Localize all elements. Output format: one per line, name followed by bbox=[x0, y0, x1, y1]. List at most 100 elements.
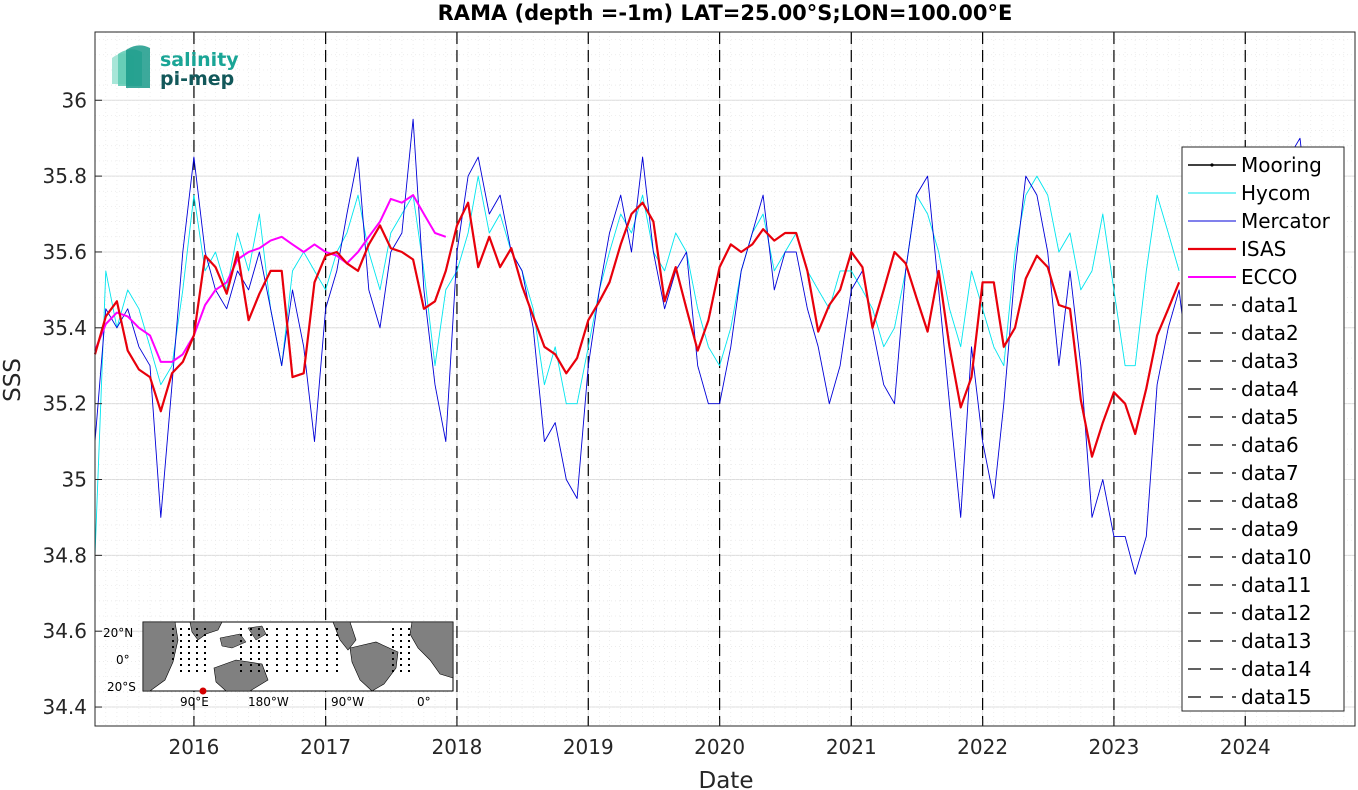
inset-map-dot bbox=[306, 658, 308, 660]
chart-title: RAMA (depth =-1m) LAT=25.00°S;LON=100.00… bbox=[438, 1, 1013, 25]
inset-map-dot bbox=[240, 652, 242, 654]
inset-map-dot bbox=[400, 628, 402, 630]
y-tick-label: 34.6 bbox=[42, 619, 87, 643]
inset-map-dot bbox=[188, 646, 190, 648]
inset-map-dot bbox=[180, 652, 182, 654]
legend-label-isas: ISAS bbox=[1241, 237, 1286, 261]
inset-map-dot bbox=[204, 640, 206, 642]
legend-label-data3: data3 bbox=[1241, 349, 1299, 373]
inset-map-dot bbox=[266, 670, 268, 672]
inset-map-dot bbox=[326, 664, 328, 666]
y-tick-label: 34.4 bbox=[42, 695, 87, 719]
inset-map-dot bbox=[400, 646, 402, 648]
inset-map-dot bbox=[196, 646, 198, 648]
inset-map-dot bbox=[276, 640, 278, 642]
inset-map-dot bbox=[172, 658, 174, 660]
legend-box bbox=[1181, 146, 1345, 712]
inset-map-dot bbox=[250, 652, 252, 654]
legend-label-data8: data8 bbox=[1241, 489, 1299, 513]
inset-map-dot bbox=[296, 634, 298, 636]
y-axis-label: SSS bbox=[0, 358, 26, 402]
legend-label-data1: data1 bbox=[1241, 293, 1299, 317]
inset-map-lon-label-90e: 90°E bbox=[180, 695, 209, 709]
legend-label-mercator: Mercator bbox=[1241, 209, 1331, 233]
inset-map-dot bbox=[180, 628, 182, 630]
inset-map-dot bbox=[276, 658, 278, 660]
inset-map-dot bbox=[326, 634, 328, 636]
inset-map-dot bbox=[400, 658, 402, 660]
inset-map-lon-label-90w: 90°W bbox=[331, 695, 364, 709]
inset-map-dot bbox=[392, 628, 394, 630]
inset-map-dot bbox=[392, 652, 394, 654]
inset-map-dot bbox=[336, 640, 338, 642]
inset-map-dot bbox=[204, 670, 206, 672]
inset-map-dot bbox=[286, 646, 288, 648]
legend-label-data13: data13 bbox=[1241, 629, 1312, 653]
inset-map-dot bbox=[250, 670, 252, 672]
inset-map-dot bbox=[392, 634, 394, 636]
y-tick-label: 35.8 bbox=[42, 164, 87, 188]
inset-map-dot bbox=[316, 628, 318, 630]
x-tick-label: 2022 bbox=[957, 735, 1008, 759]
inset-map-dot bbox=[400, 670, 402, 672]
inset-map-dot bbox=[326, 670, 328, 672]
inset-map-dot bbox=[408, 652, 410, 654]
x-axis-ticks: 2016 2017 2018 2019 2020 2021 2022 2023 2024 bbox=[168, 719, 1271, 759]
inset-map-dot bbox=[326, 646, 328, 648]
inset-map-dot bbox=[250, 640, 252, 642]
inset-map-dot bbox=[172, 634, 174, 636]
inset-map-dot bbox=[336, 670, 338, 672]
legend-label-data14: data14 bbox=[1241, 657, 1312, 681]
inset-map-dot bbox=[204, 658, 206, 660]
legend-label-hycom: Hycom bbox=[1241, 181, 1311, 205]
inset-map-dot bbox=[172, 628, 174, 630]
inset-map-dot bbox=[408, 640, 410, 642]
legend-label-data2: data2 bbox=[1241, 321, 1299, 345]
inset-map-dot bbox=[316, 658, 318, 660]
inset-map-dot bbox=[180, 664, 182, 666]
inset-map-dot bbox=[296, 646, 298, 648]
inset-map-dot bbox=[326, 658, 328, 660]
inset-map-dot bbox=[276, 646, 278, 648]
series-line-isas bbox=[93, 201, 1181, 458]
inset-map-dot bbox=[392, 658, 394, 660]
inset-map-dot bbox=[286, 670, 288, 672]
legend-marker-mooring bbox=[1210, 163, 1214, 167]
inset-map-dot bbox=[240, 658, 242, 660]
y-axis-ticks: 34.4 34.6 34.8 35 35.2 35.4 35.6 35.8 36 bbox=[42, 88, 102, 719]
inset-map-dot bbox=[240, 634, 242, 636]
inset-map-dot bbox=[258, 634, 260, 636]
inset-map-dot bbox=[276, 628, 278, 630]
inset-map-dot bbox=[336, 634, 338, 636]
inset-map-dot bbox=[400, 634, 402, 636]
inset-map-dot bbox=[276, 634, 278, 636]
inset-map-dot bbox=[276, 670, 278, 672]
inset-map-dot bbox=[240, 664, 242, 666]
legend-label-data10: data10 bbox=[1241, 545, 1312, 569]
inset-map-dot bbox=[306, 634, 308, 636]
inset-map-dot bbox=[250, 646, 252, 648]
logo-text-salinity: salinity bbox=[160, 49, 239, 71]
inset-map-dot bbox=[296, 640, 298, 642]
inset-map-dot bbox=[266, 664, 268, 666]
x-tick-label: 2023 bbox=[1088, 735, 1139, 759]
x-tick-label: 2021 bbox=[826, 735, 877, 759]
inset-map-dot bbox=[392, 664, 394, 666]
inset-map-dot bbox=[316, 652, 318, 654]
inset-map-dot bbox=[180, 658, 182, 660]
logo-text-pimep: pi-mep bbox=[160, 68, 234, 90]
y-tick-label: 35 bbox=[62, 467, 87, 491]
x-tick-label: 2024 bbox=[1220, 735, 1271, 759]
inset-map-dot bbox=[408, 658, 410, 660]
inset-map-dot bbox=[196, 634, 198, 636]
inset-map-lat-label-20s: 20°S bbox=[107, 680, 136, 694]
inset-map-dot bbox=[306, 670, 308, 672]
inset-map-dot bbox=[172, 646, 174, 648]
legend-label-data11: data11 bbox=[1241, 573, 1312, 597]
inset-map-dot bbox=[240, 640, 242, 642]
inset-map-dot bbox=[266, 652, 268, 654]
inset-map-dot bbox=[266, 658, 268, 660]
inset-map-dot bbox=[316, 646, 318, 648]
inset-map-dot bbox=[258, 658, 260, 660]
inset-map-dot bbox=[316, 640, 318, 642]
